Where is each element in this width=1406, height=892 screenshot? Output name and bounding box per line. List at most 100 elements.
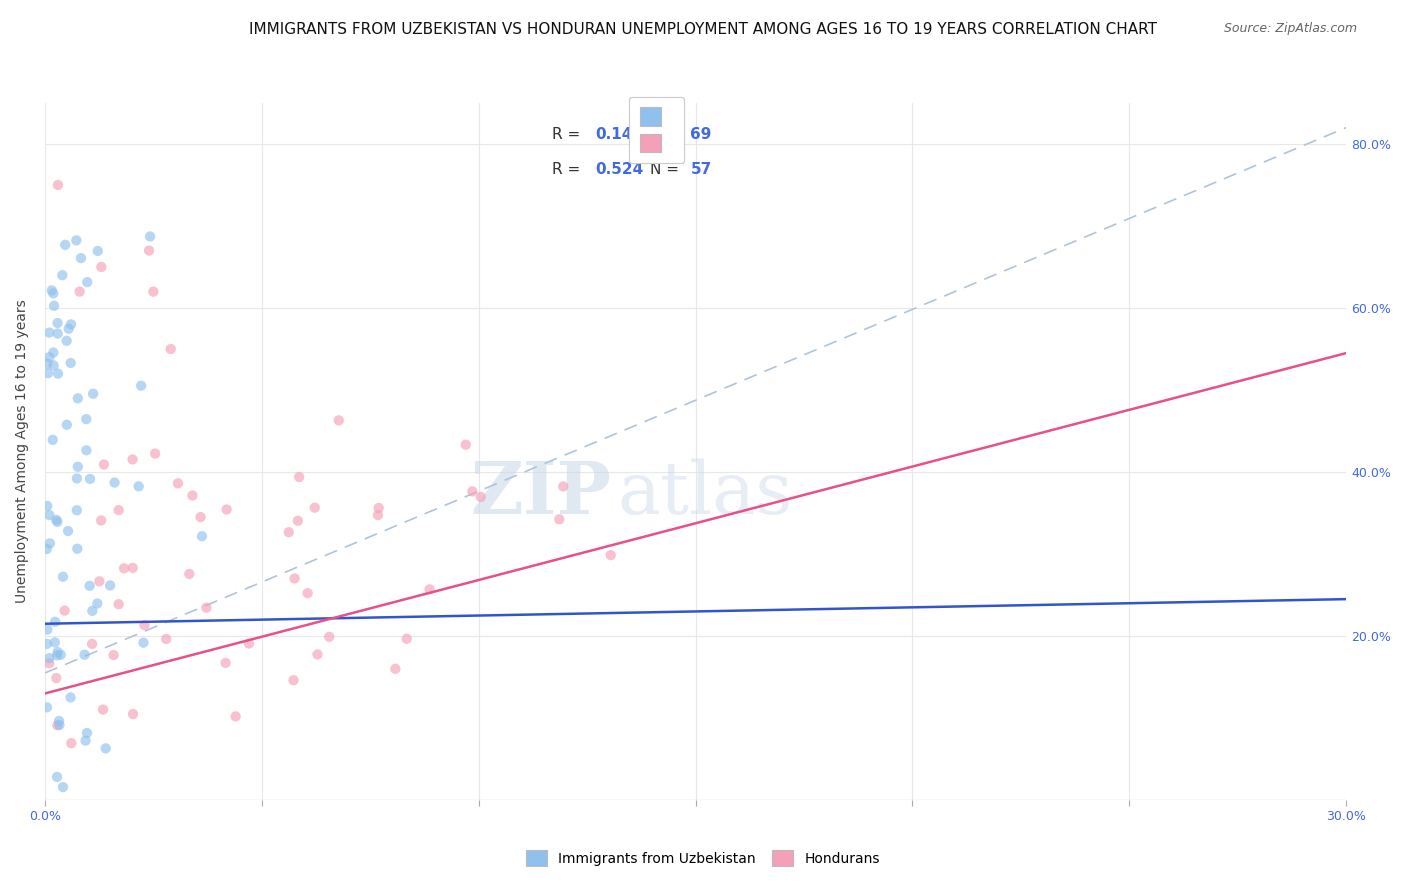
Point [66, 503, 89, 517]
Point [367, 501, 389, 516]
Point [42, 286, 65, 301]
Point [112, 561, 135, 575]
Point [283, 673, 305, 688]
Point [93, 458, 115, 472]
Point [48, 714, 70, 728]
Point [79, 472, 101, 486]
Point [238, 636, 260, 650]
Point [66, 541, 89, 556]
Text: ZIP: ZIP [470, 458, 612, 529]
Point [90, 513, 112, 527]
Text: N =: N = [650, 161, 683, 177]
Point [553, 479, 575, 493]
Point [277, 525, 299, 540]
Point [79, 579, 101, 593]
Point [395, 632, 418, 646]
Point [143, 447, 166, 461]
Point [69, 285, 91, 299]
Point [129, 378, 152, 392]
Point [419, 582, 441, 597]
Point [284, 572, 307, 586]
Text: 0.145: 0.145 [595, 127, 644, 142]
Point [46, 178, 69, 192]
Point [45, 513, 67, 527]
Point [56, 417, 79, 432]
Point [59, 690, 82, 705]
Text: 57: 57 [690, 161, 711, 177]
Point [121, 561, 143, 575]
Point [167, 476, 190, 491]
Text: R =: R = [553, 161, 585, 177]
Point [215, 502, 238, 516]
Point [58, 322, 80, 336]
Point [328, 413, 350, 427]
Point [53, 604, 76, 618]
Point [37, 366, 59, 380]
Point [42, 345, 65, 359]
Text: Source: ZipAtlas.com: Source: ZipAtlas.com [1223, 22, 1357, 36]
Point [46, 316, 69, 330]
Point [307, 648, 329, 662]
Point [297, 586, 319, 600]
Point [42, 359, 65, 373]
Point [82, 386, 104, 401]
Point [304, 500, 326, 515]
Point [318, 630, 340, 644]
Point [82, 637, 104, 651]
Point [122, 707, 145, 722]
Point [38, 508, 60, 522]
Point [86, 597, 108, 611]
Point [60, 736, 83, 750]
Point [59, 356, 82, 370]
Point [46, 770, 69, 784]
Text: R =: R = [553, 127, 585, 142]
Point [56, 524, 79, 538]
Point [70, 251, 93, 265]
Point [66, 471, 89, 485]
Point [103, 475, 125, 490]
Text: N =: N = [650, 127, 683, 142]
Point [44, 635, 66, 649]
Point [225, 709, 247, 723]
Point [107, 597, 129, 611]
Point [66, 392, 89, 406]
Legend: , : , [628, 96, 685, 163]
Point [35, 541, 58, 556]
Text: IMMIGRANTS FROM UZBEKISTAN VS HONDURAN UNEMPLOYMENT AMONG AGES 16 TO 19 YEARS CO: IMMIGRANTS FROM UZBEKISTAN VS HONDURAN U… [249, 22, 1157, 37]
Legend: Immigrants from Uzbekistan, Hondurans: Immigrants from Uzbekistan, Hondurans [517, 842, 889, 874]
Point [38, 326, 60, 340]
Point [98, 578, 121, 592]
Point [288, 470, 311, 484]
Point [66, 459, 89, 474]
Text: 0.524: 0.524 [595, 161, 644, 177]
Point [82, 604, 104, 618]
Point [76, 275, 98, 289]
Point [138, 244, 160, 258]
Point [384, 662, 406, 676]
Point [128, 479, 150, 493]
Point [179, 566, 201, 581]
Point [38, 350, 60, 364]
Point [91, 703, 114, 717]
Point [214, 656, 236, 670]
Point [121, 452, 143, 467]
Point [599, 548, 621, 562]
Point [41, 284, 63, 298]
Point [107, 503, 129, 517]
Point [94, 741, 117, 756]
Point [46, 326, 69, 341]
Point [367, 508, 389, 522]
Point [132, 635, 155, 649]
Y-axis label: Unemployment Among Ages 16 to 19 years: Unemployment Among Ages 16 to 19 years [15, 300, 30, 603]
Point [139, 229, 162, 244]
Point [42, 299, 65, 313]
Point [461, 484, 484, 499]
Point [181, 488, 204, 502]
Point [73, 648, 96, 662]
Point [76, 726, 98, 740]
Point [53, 237, 76, 252]
Point [51, 268, 73, 283]
Point [195, 600, 218, 615]
Point [134, 618, 156, 632]
Point [38, 657, 60, 671]
